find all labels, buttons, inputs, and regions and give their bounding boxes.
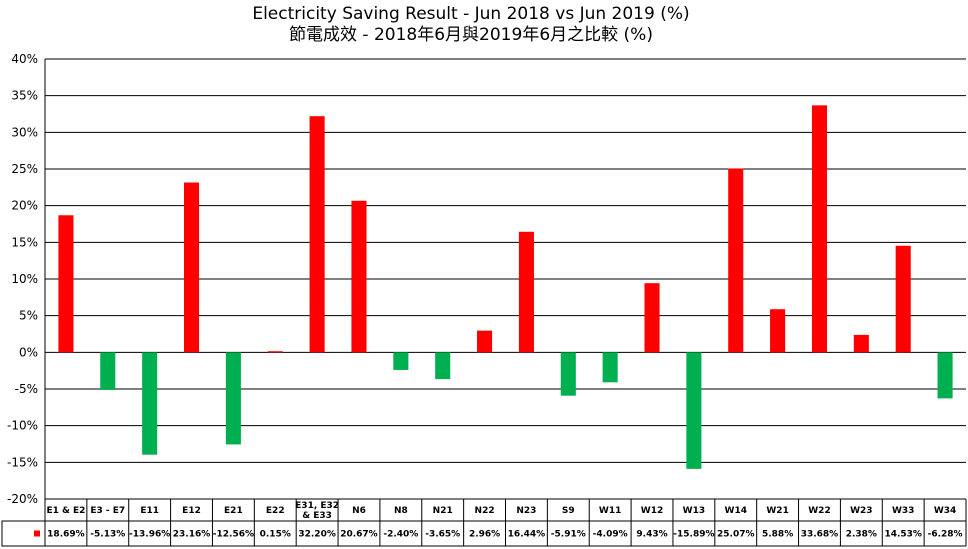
chart-subtitle: 節電成效 - 2018年6月與2019年6月之比較 (%)	[289, 25, 653, 45]
y-tick-label: 20%	[11, 199, 38, 213]
category-label: E1 & E2	[46, 506, 85, 516]
data-label: -15.89%	[673, 530, 714, 540]
y-tick-label: 30%	[11, 125, 38, 139]
category-label: E21	[224, 506, 243, 516]
gridlines	[44, 58, 966, 546]
category-label: & E33	[302, 511, 332, 521]
category-label: N8	[394, 506, 408, 516]
data-label: 32.20%	[298, 530, 336, 540]
category-label: W13	[683, 506, 705, 516]
data-label: -2.40%	[383, 530, 418, 540]
bar	[895, 245, 911, 353]
category-label: N6	[352, 506, 366, 516]
data-label: 5.88%	[762, 530, 793, 540]
bar	[100, 352, 116, 390]
bar	[686, 352, 702, 469]
category-label: W21	[766, 506, 788, 516]
bar	[811, 105, 828, 353]
category-label: W23	[850, 506, 872, 516]
bar	[393, 352, 409, 370]
data-label: 33.68%	[801, 530, 839, 540]
y-tick-label: -15%	[7, 455, 38, 469]
category-label: S9	[562, 506, 575, 516]
data-label: 20.67%	[340, 530, 378, 540]
category-label: E31, E32	[295, 501, 339, 511]
data-label: 25.07%	[717, 530, 755, 540]
category-label: W22	[808, 506, 830, 516]
category-label: E22	[266, 506, 285, 516]
category-label: N23	[516, 506, 536, 516]
y-tick-label: 5%	[19, 309, 38, 323]
bar	[267, 351, 283, 353]
data-label: -3.65%	[425, 530, 460, 540]
data-label: 2.38%	[846, 530, 877, 540]
bar	[728, 168, 744, 353]
data-label: -5.13%	[90, 530, 125, 540]
data-label: -5.91%	[551, 530, 586, 540]
y-tick-label: 25%	[11, 162, 38, 176]
y-tick-label: -20%	[7, 492, 38, 506]
y-tick-label: 40%	[11, 52, 38, 66]
data-label: 0.15%	[260, 530, 291, 540]
chart-title: Electricity Saving Result - Jun 2018 vs …	[252, 4, 689, 24]
bar	[853, 334, 869, 353]
legend-cell	[1, 520, 46, 547]
category-label: E11	[140, 506, 159, 516]
y-tick-label: 0%	[19, 345, 38, 359]
data-label: -12.56%	[213, 530, 254, 540]
data-label: 18.69%	[47, 530, 85, 540]
y-tick-label: 15%	[11, 235, 38, 249]
category-label: W33	[892, 506, 914, 516]
bar	[183, 182, 200, 353]
y-tick-label: -10%	[7, 419, 38, 433]
bar	[560, 352, 576, 396]
category-label: E12	[182, 506, 201, 516]
bar	[770, 309, 786, 353]
data-label: 9.43%	[636, 530, 667, 540]
bar	[435, 352, 451, 380]
bar	[602, 352, 618, 383]
y-tick-label: 10%	[11, 272, 38, 286]
data-label: -13.96%	[129, 530, 170, 540]
y-tick-label: -5%	[15, 382, 38, 396]
data-label: -4.09%	[593, 530, 628, 540]
y-tick-label: 35%	[11, 89, 38, 103]
bar	[309, 116, 325, 353]
data-label: 2.96%	[469, 530, 500, 540]
y-axis: -20% -15% -10% -5% 0% 5% 10% 15% 20% 25% 30% 35% 40%	[7, 52, 38, 506]
category-label: W14	[725, 506, 747, 516]
bar	[518, 231, 534, 353]
bar	[477, 330, 493, 353]
data-table: E1 & E2 18.69% E3 - E7 -5.13% E11 -13.96% E12 2…	[1, 499, 967, 547]
bar	[937, 352, 953, 399]
bars	[58, 105, 953, 469]
category-label: E3 - E7	[90, 506, 125, 516]
category-label: N21	[433, 506, 453, 516]
data-label: 16.44%	[508, 530, 546, 540]
bar	[644, 283, 660, 353]
category-label: W12	[641, 506, 663, 516]
bar	[225, 352, 241, 445]
category-label: N22	[475, 506, 495, 516]
data-label: 14.53%	[884, 530, 922, 540]
bar	[142, 352, 158, 455]
bar	[351, 200, 367, 353]
bar	[58, 215, 74, 353]
category-label: W11	[599, 506, 621, 516]
data-label: 23.16%	[173, 530, 211, 540]
data-label: -6.28%	[928, 530, 963, 540]
category-label: W34	[934, 506, 956, 516]
legend-marker	[34, 530, 40, 537]
